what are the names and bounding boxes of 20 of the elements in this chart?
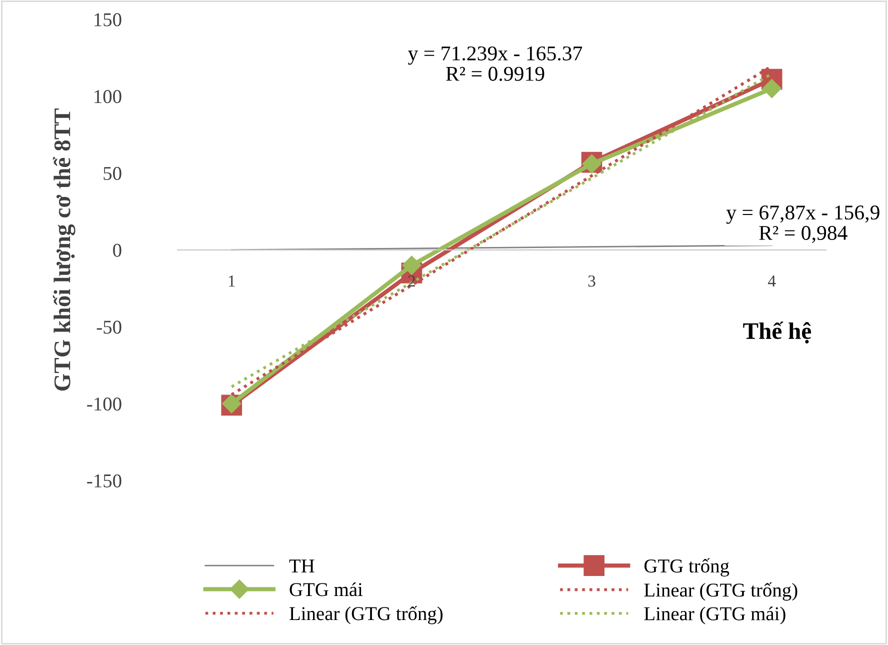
x-tick-label: 3 (588, 275, 596, 287)
annotation: y = 67,87x - 156,9 R² = 0,984 (726, 206, 880, 243)
y-tick-label: 0 (113, 244, 122, 257)
legend-label: TH (289, 560, 314, 572)
y-axis-title: GTG khối lượng cơ thể 8TT (52, 108, 76, 391)
legend-label: Linear (GTG trống) (644, 582, 798, 601)
y-tick-label: 100 (94, 90, 122, 104)
legend-label: Linear (GTG mái) (644, 606, 786, 624)
y-tick-label: 50 (104, 166, 122, 180)
legend-label: GTG trống (644, 558, 730, 577)
x-tick-label: 1 (228, 276, 235, 287)
y-tick-label: 150 (94, 13, 122, 26)
y-tick-label: -50 (96, 320, 122, 334)
x-tick-label: 4 (768, 276, 776, 287)
y-tick-label: -100 (87, 397, 122, 411)
x-axis-title: Thế hệ (743, 322, 812, 344)
legend-label: Linear (GTG trống) (290, 606, 443, 624)
y-tick-label: -150 (87, 474, 122, 488)
legend-label: GTG mái (290, 582, 363, 596)
annotation: y = 71.239x - 165.37 R² = 0.9919 (408, 46, 582, 81)
